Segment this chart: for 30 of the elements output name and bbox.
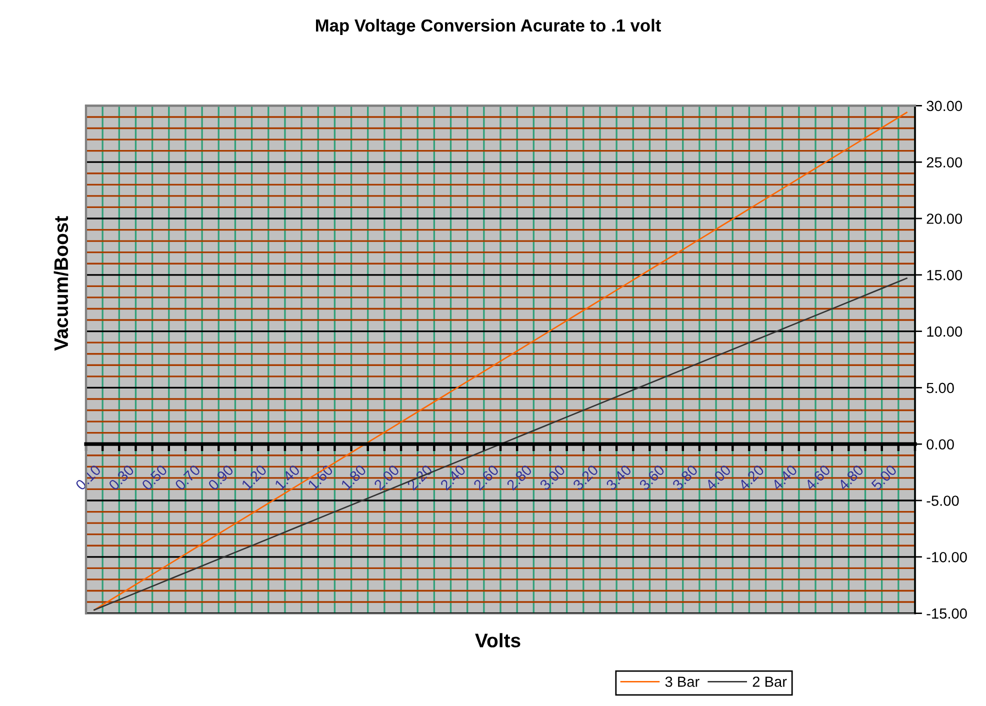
y-tick-label: 15.00 [927,270,962,280]
y-tick-label: 30.00 [926,100,962,112]
y-tick-label: 5.00 [926,382,954,394]
y-tick-label: -10.00 [926,552,967,562]
x-tick-label: 3.60 [638,464,666,491]
x-tick-label: 4.60 [804,464,831,491]
x-tick-label: 4.00 [704,464,732,491]
y-axis-title: Vacuum/Boost [54,216,68,351]
x-tick-label: 0.30 [108,464,135,491]
x-tick-label: 3.20 [572,464,599,491]
chart-title: Map Voltage Conversion Acurate to .1 volt [316,18,661,36]
legend-label: 3 Bar [665,676,700,687]
x-tick-label: 4.80 [837,464,864,491]
x-tick-label: 0.90 [208,464,234,491]
x-tick-label: 3.80 [672,464,698,491]
y-tick-label: 25.00 [926,157,962,168]
legend-label: 2 Bar [752,676,787,687]
x-tick-label: 4.20 [738,464,765,491]
x-tick-label: 5.00 [870,464,898,491]
x-tick-label: 0.70 [174,464,201,491]
x-tick-label: 4.40 [771,464,798,491]
y-tick-label: 0.00 [926,439,954,450]
y-tick-label: -5.00 [926,496,959,506]
x-axis-title: Volts [475,633,520,648]
y-tick-label: 20.00 [926,214,962,224]
x-tick-label: 3.00 [539,464,566,491]
y-tick-label: 10.00 [927,326,962,337]
y-tick-label: -15.00 [926,608,967,619]
x-tick-label: 3.40 [605,464,632,491]
x-tick-label: 0.50 [141,464,168,491]
